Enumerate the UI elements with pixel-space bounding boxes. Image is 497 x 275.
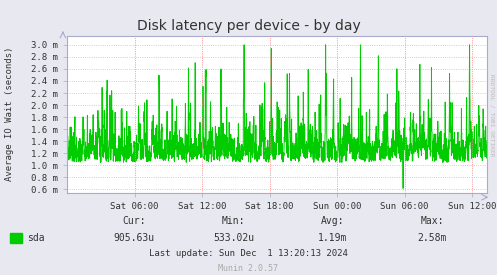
Text: Disk latency per device - by day: Disk latency per device - by day (137, 19, 360, 33)
Text: Average IO Wait (seconds): Average IO Wait (seconds) (5, 47, 14, 181)
Text: 533.02u: 533.02u (213, 233, 254, 243)
Text: 2.58m: 2.58m (417, 233, 447, 243)
Text: RRDTOOL / TOBI OETIKER: RRDTOOL / TOBI OETIKER (490, 74, 495, 157)
Text: Avg:: Avg: (321, 216, 345, 226)
Text: Min:: Min: (222, 216, 246, 226)
Text: Munin 2.0.57: Munin 2.0.57 (219, 264, 278, 273)
Text: Cur:: Cur: (122, 216, 146, 226)
Text: sda: sda (27, 233, 45, 243)
Text: 905.63u: 905.63u (114, 233, 155, 243)
Text: Last update: Sun Dec  1 13:20:13 2024: Last update: Sun Dec 1 13:20:13 2024 (149, 249, 348, 258)
Text: 1.19m: 1.19m (318, 233, 348, 243)
Text: Max:: Max: (420, 216, 444, 226)
